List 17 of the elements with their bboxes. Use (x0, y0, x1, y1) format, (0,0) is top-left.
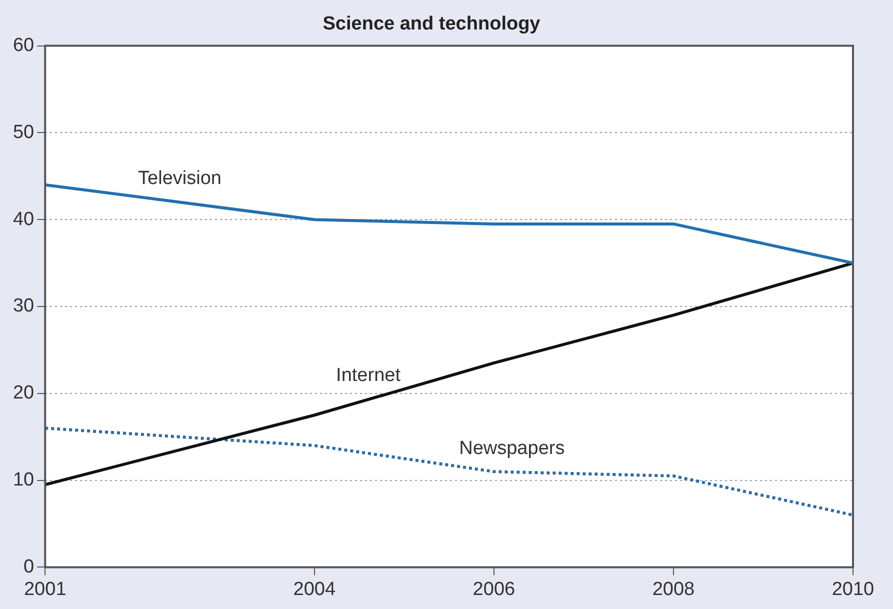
y-tick-label: 30 (12, 296, 34, 317)
chart-title: Science and technology (322, 14, 541, 35)
series-label: Television (138, 168, 222, 189)
x-tick-label: 2006 (472, 578, 516, 600)
y-tick-label: 10 (12, 470, 34, 491)
x-tick-label: 2008 (652, 578, 695, 600)
y-tick-label: 50 (12, 122, 34, 143)
y-tick-label: 60 (12, 35, 34, 56)
y-tick-label: 0 (24, 556, 34, 578)
x-tick-label: 2004 (293, 578, 336, 600)
x-tick-label: 2001 (24, 578, 66, 600)
series-label: Internet (336, 365, 402, 386)
y-tick-label: 40 (12, 208, 34, 230)
line-series (45, 426, 853, 517)
y-tick-label: 20 (12, 382, 34, 404)
x-tick-label: 2010 (832, 578, 874, 600)
series-label: Newspapers (459, 438, 565, 459)
